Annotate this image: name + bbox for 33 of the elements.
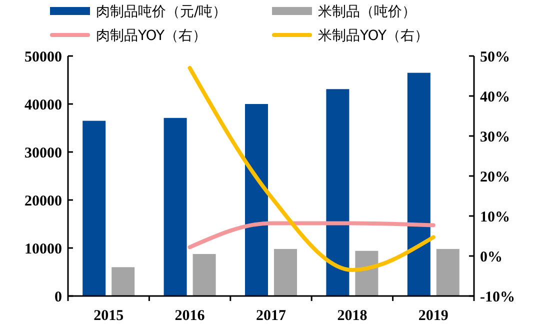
x-tick-label: 2016 xyxy=(174,308,206,324)
y2-tick-label: 30% xyxy=(480,129,510,146)
x-tick-label: 2019 xyxy=(418,308,448,324)
y-tick-label: 40000 xyxy=(24,97,62,114)
x-tick-label: 2017 xyxy=(256,308,286,324)
bar xyxy=(82,120,106,296)
bar xyxy=(355,250,378,296)
x-tick-label: 2015 xyxy=(94,308,124,324)
y-tick-label: 20000 xyxy=(24,193,62,210)
bar xyxy=(164,118,187,296)
line-series xyxy=(188,66,436,272)
bar xyxy=(112,267,135,296)
bar xyxy=(407,72,430,296)
y2-tick-label: 50% xyxy=(480,49,510,66)
y-tick-label: 0 xyxy=(54,289,62,306)
y2-tick-label: 0% xyxy=(480,249,502,266)
y-tick-label: 30000 xyxy=(24,145,62,162)
y-tick-label: 50000 xyxy=(24,49,62,66)
x-tick-label: 2018 xyxy=(337,308,368,324)
legend-label: 肉制品吨价（元/吨） xyxy=(96,4,227,20)
y2-tick-label: 40% xyxy=(480,89,510,106)
bar xyxy=(326,89,350,296)
bar xyxy=(436,248,460,296)
legend-label: 肉制品YOY（右） xyxy=(96,28,207,44)
bar xyxy=(192,254,216,296)
y-tick-label: 10000 xyxy=(24,241,62,258)
legend-label: 米制品（吨价） xyxy=(318,4,416,20)
bar xyxy=(274,248,297,296)
y2-tick-label: 20% xyxy=(480,169,510,186)
legend-label: 米制品YOY（右） xyxy=(318,28,429,44)
y2-tick-label: -10% xyxy=(480,289,515,306)
bar xyxy=(245,104,268,296)
y2-tick-label: 10% xyxy=(480,209,510,226)
